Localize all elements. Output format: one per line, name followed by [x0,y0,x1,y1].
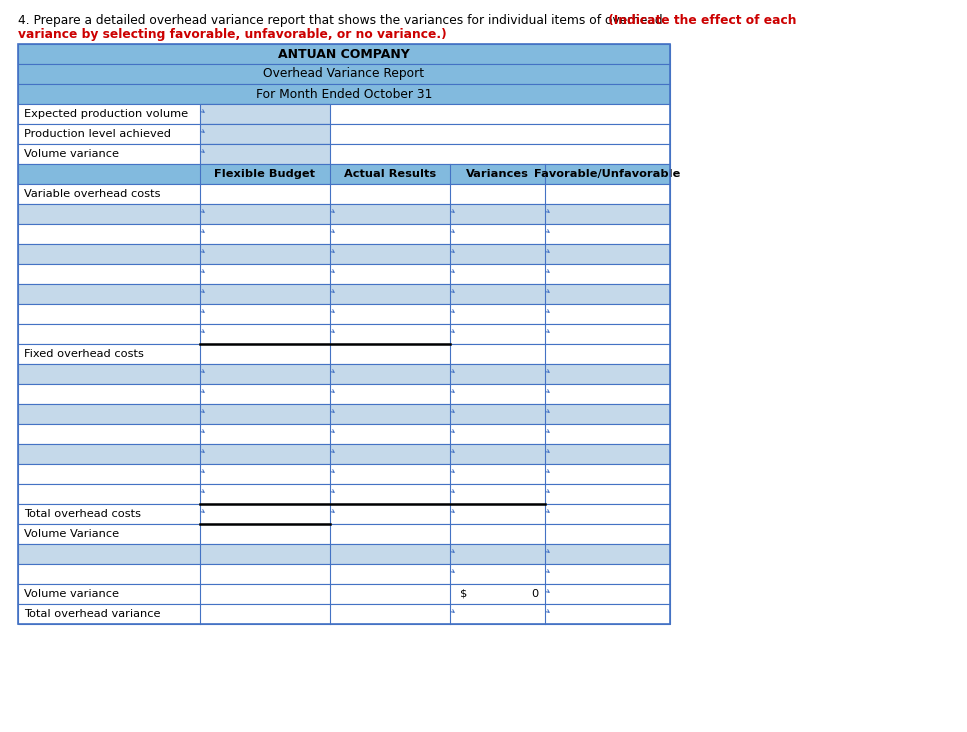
Bar [18,504,670,524]
Bar [200,144,330,164]
Bar [18,584,670,604]
Bar [18,144,670,164]
Text: Overhead Variance Report: Overhead Variance Report [263,67,425,81]
Bar [18,404,670,424]
Bar [18,244,670,264]
Bar [18,384,670,404]
Bar [18,124,670,144]
Bar [200,124,330,144]
Bar [18,444,670,464]
Bar [18,344,670,364]
Bar [18,484,670,504]
Text: Total overhead costs: Total overhead costs [24,509,141,519]
Text: (Indicate the effect of each: (Indicate the effect of each [604,14,797,27]
Bar [18,184,670,204]
Bar [18,224,670,244]
Text: 4. Prepare a detailed overhead variance report that shows the variances for indi: 4. Prepare a detailed overhead variance … [18,14,666,27]
Bar [18,204,670,224]
Bar [18,104,670,124]
Text: Expected production volume: Expected production volume [24,109,189,119]
Text: Fixed overhead costs: Fixed overhead costs [24,349,144,359]
Bar [18,164,670,184]
Text: Variable overhead costs: Variable overhead costs [24,189,161,199]
Text: variance by selecting favorable, unfavorable, or no variance.): variance by selecting favorable, unfavor… [18,28,447,41]
Bar [18,64,670,84]
Bar [18,324,670,344]
Bar [18,44,670,64]
Bar [18,604,670,624]
Text: $: $ [460,589,467,599]
Text: Volume variance: Volume variance [24,149,119,159]
Bar [18,464,670,484]
Bar [18,424,670,444]
Bar [18,264,670,284]
Text: For Month Ended October 31: For Month Ended October 31 [256,88,432,100]
Bar [18,304,670,324]
Text: Actual Results: Actual Results [344,169,436,179]
Text: Production level achieved: Production level achieved [24,129,171,139]
Text: Volume variance: Volume variance [24,589,119,599]
Bar [18,84,670,104]
Text: ANTUAN COMPANY: ANTUAN COMPANY [278,48,410,61]
Text: Volume Variance: Volume Variance [24,529,119,539]
Bar [18,364,670,384]
Text: Variances: Variances [466,169,529,179]
Text: Total overhead variance: Total overhead variance [24,609,161,619]
Bar [18,524,670,544]
Text: 0: 0 [532,589,539,599]
Bar [18,544,670,564]
Text: Favorable/Unfavorable: Favorable/Unfavorable [535,169,681,179]
Bar [200,104,330,124]
Text: Flexible Budget: Flexible Budget [215,169,315,179]
Bar [18,284,670,304]
Bar [18,44,670,624]
Bar [18,564,670,584]
